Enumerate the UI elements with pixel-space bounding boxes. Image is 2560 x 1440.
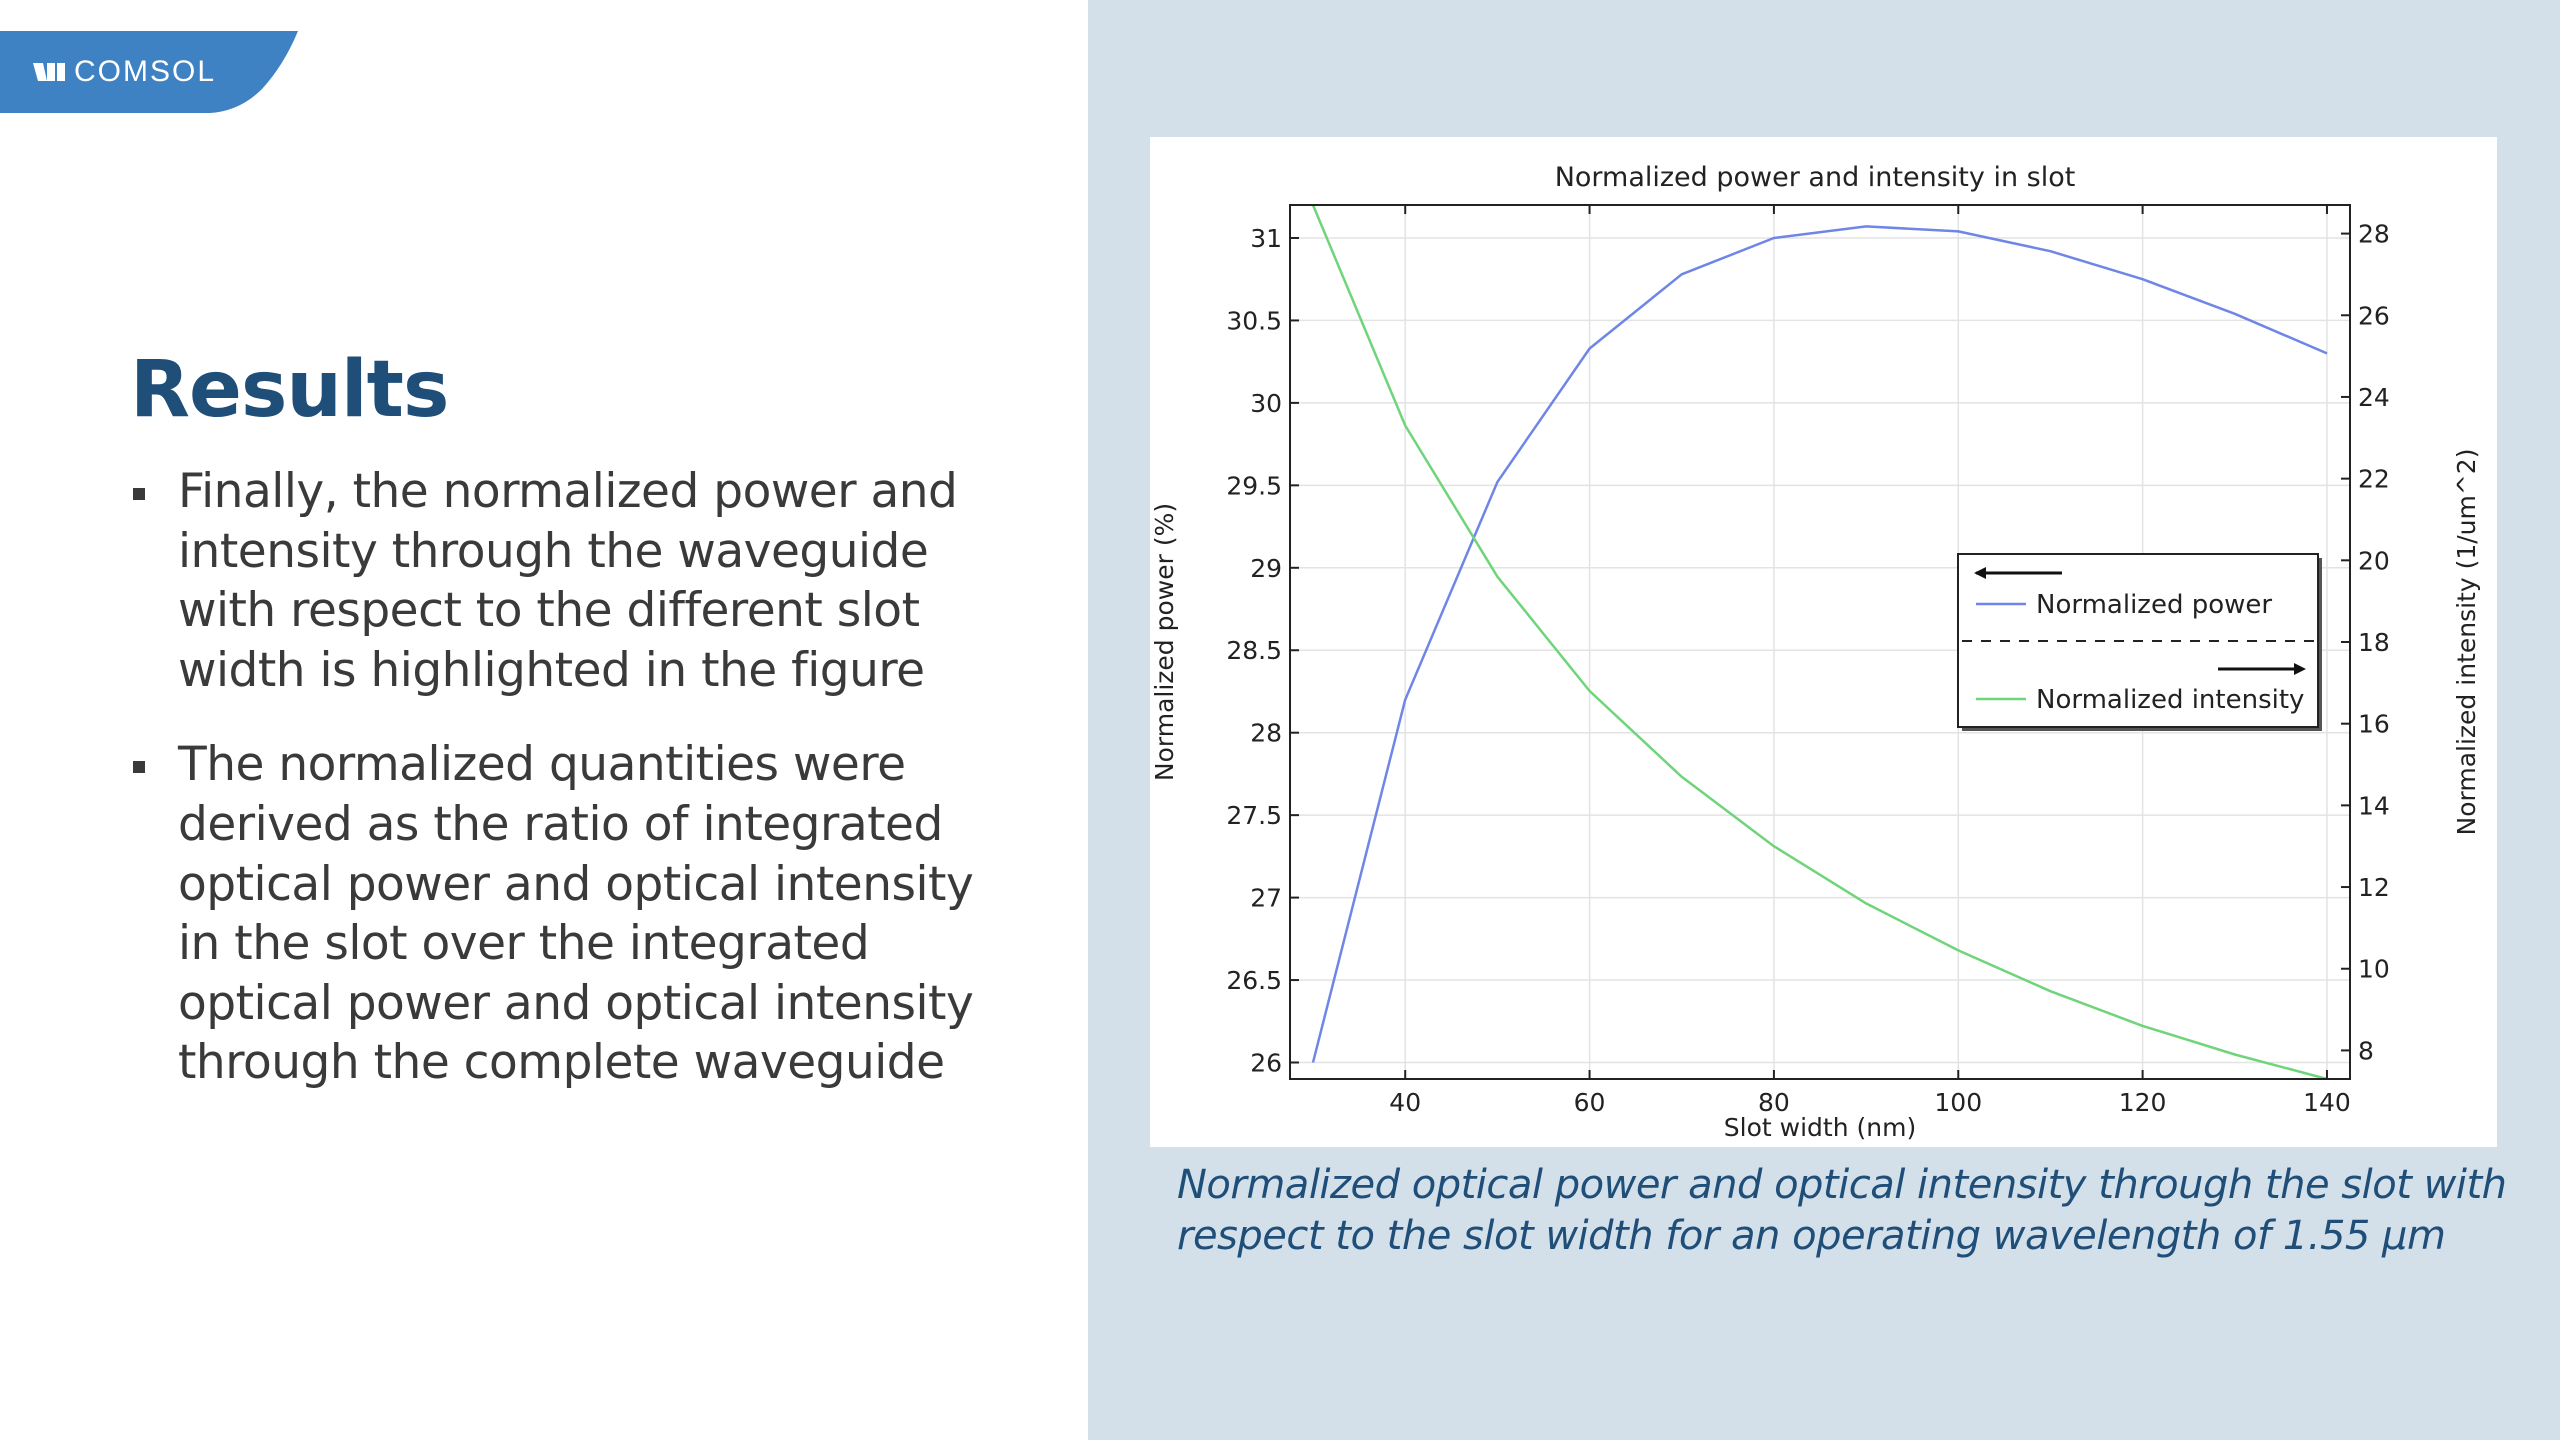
chart: Normalized power and intensity in slot 4… [1150,162,2481,1142]
chart-container: Normalized power and intensity in slot 4… [1150,137,2497,1147]
y-tick-label: 29.5 [1226,471,1282,500]
y-axis-label: Normalized power (%) [1150,503,1179,781]
bullet-text: The normalized quantities were derived a… [178,737,974,1091]
bullet-item: Finally, the normalized power and intens… [130,462,990,700]
comsol-logo-text: COMSOL [74,55,217,88]
figure-caption: Normalized optical power and optical int… [1177,1162,2507,1259]
x-tick-label: 40 [1389,1088,1421,1117]
legend-arrowhead-left-icon [1974,567,1986,579]
chart-legend: Normalized power Normalized intensity [1957,553,2322,731]
slide-title: Results [130,345,449,435]
y-tick-label: 26 [1250,1049,1282,1078]
x-tick-label: 60 [1574,1088,1606,1117]
y2-tick-label: 12 [2358,873,2390,902]
y2-tick-label: 18 [2358,628,2390,657]
legend-label-intensity: Normalized intensity [2036,685,2304,715]
y2-tick-label: 10 [2358,955,2390,984]
legend-arrowhead-right-icon [2294,663,2306,675]
y2-tick-label: 24 [2358,383,2390,412]
logo-tab-shape [0,31,298,113]
y-tick-label: 31 [1250,224,1282,253]
y2-tick-label: 14 [2358,791,2390,820]
x-tick-label: 140 [2303,1088,2351,1117]
bullet-item: The normalized quantities were derived a… [130,735,990,1093]
chart-title: Normalized power and intensity in slot [1555,162,2076,193]
bullet-square-icon [133,761,145,774]
series-line-normalized-intensity [1311,204,2328,1081]
x-axis-label: Slot width (nm) [1724,1113,1916,1142]
bullet-list: Finally, the normalized power and intens… [130,462,990,1128]
y-tick-label: 27 [1250,884,1282,913]
y-tick-label: 28 [1250,719,1282,748]
y2-tick-label: 8 [2358,1036,2374,1065]
y2-tick-label: 16 [2358,710,2390,739]
y-tick-label: 26.5 [1226,966,1282,995]
x-tick-label: 120 [2119,1088,2167,1117]
y2-tick-label: 28 [2358,220,2390,249]
y2-axis-label: Normalized intensity (1/um^2) [2452,449,2481,836]
y2-tick-label: 26 [2358,301,2390,330]
y-tick-label: 30 [1250,389,1282,418]
y2-tick-label: 22 [2358,465,2390,494]
comsol-logo-tab [0,31,298,113]
legend-label-power: Normalized power [2036,590,2272,620]
tick-layer: 40 60 80 100 120 140 26 26.5 27 27.5 28 28.5 29 29.5 3… [1226,205,2390,1117]
bullet-square-icon [133,488,145,500]
y-tick-label: 29 [1250,554,1282,583]
series-line-normalized-power [1311,225,2328,1063]
y-tick-label: 27.5 [1226,801,1282,830]
y2-tick-label: 20 [2358,546,2390,575]
comsol-logo-icon [33,63,65,81]
series-layer [1311,204,2328,1081]
bullet-text: Finally, the normalized power and intens… [178,464,958,698]
x-tick-label: 100 [1934,1088,1982,1117]
x-tick-label: 80 [1758,1088,1790,1117]
y-tick-label: 28.5 [1226,636,1282,665]
y-tick-label: 30.5 [1226,306,1282,335]
left-pane: COMSOL Results Finally, the normalized p… [0,0,1088,1440]
